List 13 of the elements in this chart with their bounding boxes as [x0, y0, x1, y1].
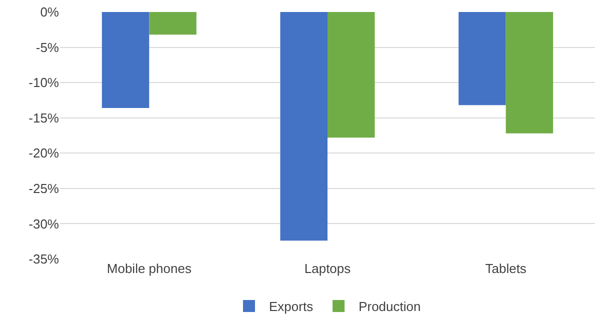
- legend-label: Production: [358, 299, 421, 314]
- y-tick-label: -30%: [28, 216, 60, 232]
- y-tick-label: -10%: [28, 75, 60, 90]
- y-tick-label: -5%: [36, 40, 60, 55]
- y-tick-label: 0%: [40, 4, 60, 20]
- y-tick-label: -25%: [28, 180, 60, 196]
- x-tick-label: Mobile phones: [106, 261, 192, 276]
- x-tick-label: Tablets: [485, 261, 527, 276]
- x-tick-label: Laptops: [304, 261, 352, 276]
- legend-label: Exports: [269, 299, 314, 314]
- y-tick-label: -20%: [28, 146, 60, 161]
- y-tick-label: -35%: [28, 252, 60, 267]
- y-tick-label: -15%: [28, 110, 60, 126]
